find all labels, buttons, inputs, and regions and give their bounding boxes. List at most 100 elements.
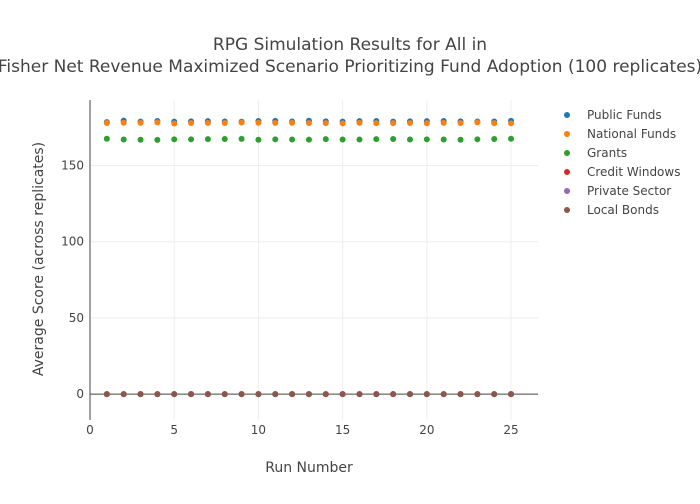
- legend-label: Credit Windows: [587, 165, 680, 179]
- data-point-national-funds[interactable]: [255, 119, 262, 126]
- legend-item-private-sector[interactable]: Private Sector: [564, 184, 671, 198]
- data-point-national-funds[interactable]: [103, 120, 110, 127]
- data-point-grants[interactable]: [120, 136, 127, 143]
- data-point-local-bonds[interactable]: [457, 391, 464, 398]
- data-point-national-funds[interactable]: [423, 120, 430, 127]
- legend-item-grants[interactable]: Grants: [564, 146, 627, 160]
- data-point-local-bonds[interactable]: [154, 391, 161, 398]
- legend-item-national-funds[interactable]: National Funds: [564, 127, 676, 141]
- data-point-national-funds[interactable]: [322, 120, 329, 127]
- data-point-local-bonds[interactable]: [204, 391, 211, 398]
- x-axis-label: Run Number: [265, 460, 353, 476]
- data-point-local-bonds[interactable]: [255, 391, 262, 398]
- data-point-national-funds[interactable]: [508, 120, 515, 127]
- data-point-national-funds[interactable]: [474, 119, 481, 126]
- data-point-grants[interactable]: [373, 136, 380, 143]
- data-point-grants[interactable]: [137, 136, 144, 143]
- data-point-national-funds[interactable]: [171, 120, 178, 127]
- data-point-local-bonds[interactable]: [305, 391, 312, 398]
- data-point-grants[interactable]: [423, 136, 430, 143]
- data-point-grants[interactable]: [103, 135, 110, 142]
- data-point-grants[interactable]: [356, 136, 363, 143]
- data-point-grants[interactable]: [272, 136, 279, 143]
- x-tick-label: 10: [251, 423, 266, 437]
- data-point-local-bonds[interactable]: [188, 391, 195, 398]
- data-point-local-bonds[interactable]: [120, 391, 127, 398]
- data-point-grants[interactable]: [457, 136, 464, 143]
- data-point-local-bonds[interactable]: [508, 391, 515, 398]
- data-point-national-funds[interactable]: [407, 120, 413, 127]
- data-point-local-bonds[interactable]: [171, 391, 178, 398]
- data-point-national-funds[interactable]: [238, 119, 245, 126]
- data-point-grants[interactable]: [474, 136, 481, 143]
- legend-item-public-funds[interactable]: Public Funds: [564, 108, 662, 122]
- data-point-national-funds[interactable]: [120, 119, 127, 126]
- data-point-grants[interactable]: [238, 135, 245, 142]
- y-tick-label: 150: [61, 159, 84, 173]
- data-point-local-bonds[interactable]: [289, 391, 296, 398]
- data-point-local-bonds[interactable]: [272, 391, 279, 398]
- data-point-local-bonds[interactable]: [339, 391, 346, 398]
- data-point-grants[interactable]: [221, 136, 228, 143]
- data-point-grants[interactable]: [305, 136, 312, 143]
- legend-marker: [564, 112, 570, 118]
- gridlines: [90, 100, 538, 420]
- data-point-local-bonds[interactable]: [103, 391, 110, 398]
- legend-item-local-bonds[interactable]: Local Bonds: [564, 203, 659, 217]
- data-point-grants[interactable]: [255, 136, 262, 143]
- data-point-local-bonds[interactable]: [221, 391, 228, 398]
- data-point-national-funds[interactable]: [289, 119, 296, 126]
- data-point-grants[interactable]: [204, 136, 211, 143]
- data-point-local-bonds[interactable]: [423, 391, 430, 398]
- data-point-local-bonds[interactable]: [491, 391, 498, 398]
- tick-labels: 0 5 10 15 20 25 0 50 100 150: [61, 159, 519, 437]
- data-point-grants[interactable]: [508, 135, 515, 142]
- data-point-national-funds[interactable]: [373, 120, 380, 127]
- data-point-grants[interactable]: [171, 136, 178, 143]
- data-point-grants[interactable]: [491, 136, 498, 143]
- data-point-national-funds[interactable]: [204, 119, 211, 126]
- chart-title: RPG Simulation Results for All in: [213, 35, 487, 55]
- data-point-local-bonds[interactable]: [474, 391, 481, 398]
- data-point-grants[interactable]: [154, 136, 161, 143]
- legend[interactable]: Public Funds National Funds Grants Credit W…: [564, 108, 680, 217]
- x-tick-label: 5: [170, 423, 178, 437]
- data-point-national-funds[interactable]: [137, 119, 144, 126]
- y-axis-label: Average Score (across replicates): [31, 142, 47, 376]
- data-points[interactable]: [103, 117, 515, 398]
- y-tick-label: 100: [61, 235, 84, 249]
- data-point-grants[interactable]: [322, 136, 329, 143]
- data-point-national-funds[interactable]: [154, 119, 161, 126]
- y-tick-label: 0: [76, 387, 84, 401]
- data-point-grants[interactable]: [390, 136, 397, 143]
- x-tick-label: 25: [503, 423, 518, 437]
- data-point-national-funds[interactable]: [440, 119, 447, 126]
- legend-item-credit-windows[interactable]: Credit Windows: [564, 165, 680, 179]
- data-point-grants[interactable]: [339, 136, 346, 143]
- data-point-grants[interactable]: [188, 136, 195, 143]
- data-point-national-funds[interactable]: [339, 120, 346, 127]
- data-point-local-bonds[interactable]: [238, 391, 245, 398]
- data-point-national-funds[interactable]: [221, 120, 228, 127]
- data-point-local-bonds[interactable]: [390, 391, 397, 398]
- data-point-national-funds[interactable]: [305, 120, 312, 127]
- data-point-national-funds[interactable]: [491, 120, 498, 127]
- data-point-national-funds[interactable]: [390, 120, 397, 127]
- data-point-local-bonds[interactable]: [356, 391, 363, 398]
- legend-label: National Funds: [587, 127, 676, 141]
- data-point-national-funds[interactable]: [356, 119, 363, 126]
- data-point-national-funds[interactable]: [188, 120, 195, 127]
- data-point-local-bonds[interactable]: [440, 391, 447, 398]
- legend-marker: [564, 169, 570, 175]
- data-point-grants[interactable]: [407, 136, 413, 143]
- data-point-local-bonds[interactable]: [373, 391, 380, 398]
- data-point-national-funds[interactable]: [272, 119, 279, 126]
- data-point-local-bonds[interactable]: [137, 391, 144, 398]
- data-point-local-bonds[interactable]: [407, 391, 413, 398]
- data-point-national-funds[interactable]: [457, 120, 464, 127]
- data-point-local-bonds[interactable]: [322, 391, 329, 398]
- data-point-grants[interactable]: [440, 136, 447, 143]
- data-point-grants[interactable]: [289, 136, 296, 143]
